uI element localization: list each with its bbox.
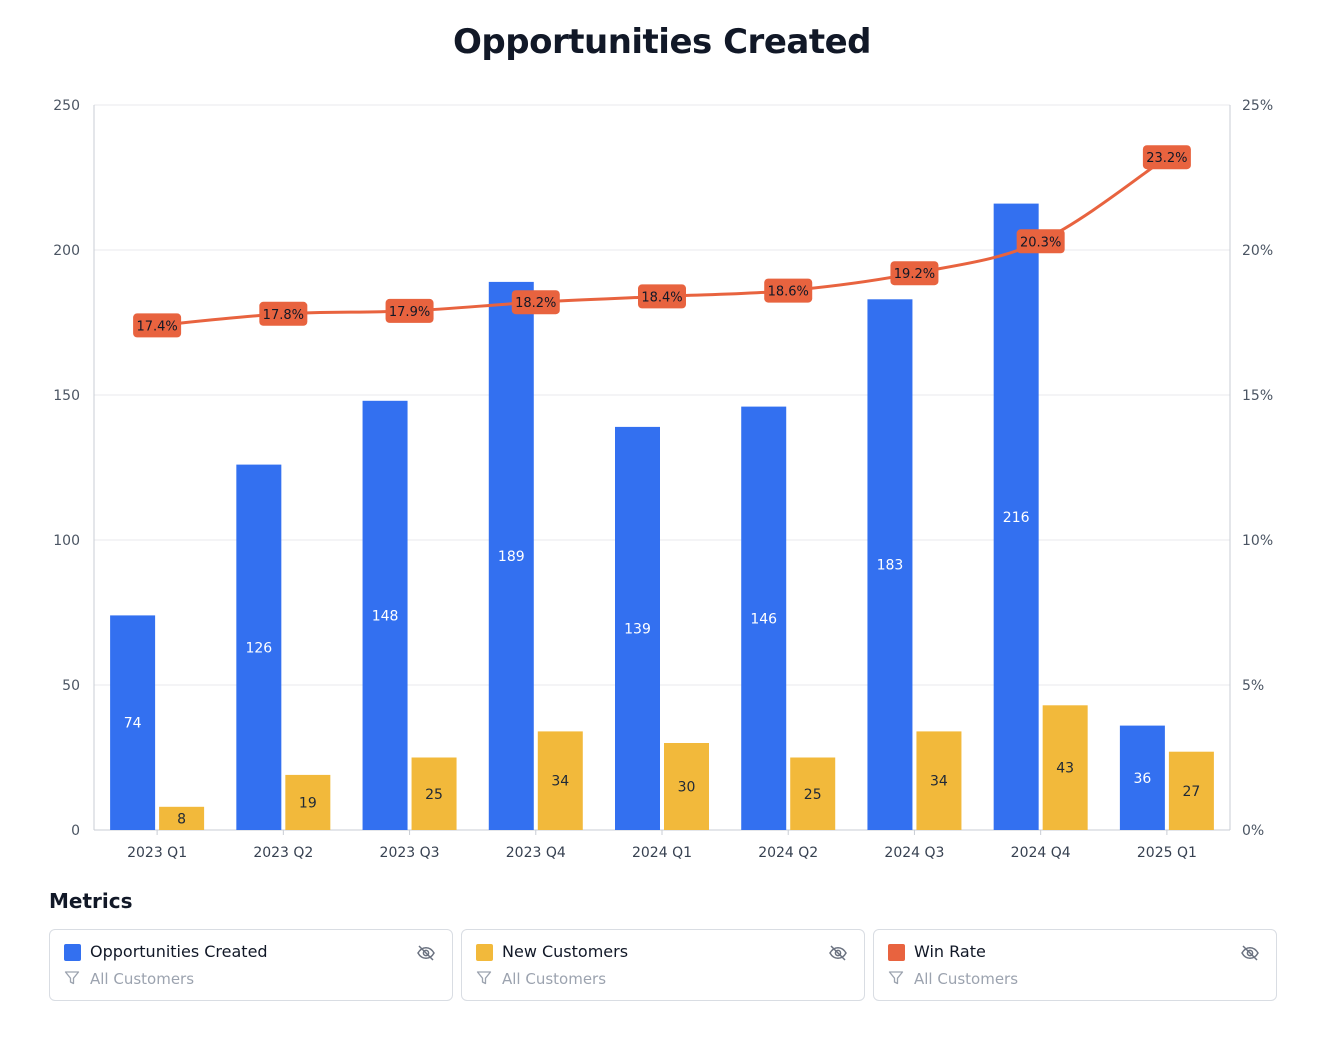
y2-tick-label: 10% [1242,533,1273,549]
bar-opportunities [993,203,1039,831]
win-rate-label-box [1016,229,1065,254]
y2-tick-label: 5% [1242,678,1264,694]
bar-new-customers [790,757,836,830]
bar-label-opportunities: 148 [372,608,399,624]
bar-new-customers [1042,705,1088,830]
y-tick-label: 0 [71,823,80,839]
y-tick-label: 50 [62,678,80,694]
bar-label-opportunities: 36 [1133,771,1151,787]
bar-new-customers [1168,751,1214,830]
x-tick-label: 2024 Q2 [758,845,818,861]
y2-tick-label: 0% [1242,823,1264,839]
filter-icon [64,971,80,985]
win-rate-label-box [385,298,434,323]
x-tick-label: 2023 Q3 [380,845,440,861]
bar-label-opportunities: 126 [245,640,272,656]
filter-icon [888,971,904,985]
bar-opportunities [236,464,282,830]
metric-label: New Customers [502,942,629,961]
metric-card-new-customers[interactable]: New Customers All Customers [461,929,865,1001]
win-rate-label-box [259,301,308,326]
legend-swatch [888,944,905,961]
metric-filter: All Customers [502,970,607,988]
bar-label-opportunities: 74 [124,716,142,732]
x-tick-label: 2023 Q1 [127,845,187,861]
bar-label-opportunities: 183 [877,558,904,574]
filter-icon [476,971,492,985]
bar-new-customers [411,757,457,830]
bar-opportunities [488,281,534,830]
bar-label-opportunities: 146 [750,611,777,627]
bar-new-customers [159,806,205,830]
bar-opportunities [1119,725,1165,830]
win-rate-label-box [890,261,939,286]
bar-new-customers [916,731,962,830]
win-rate-label: 17.8% [263,308,304,323]
bar-label-new-customers: 43 [1056,761,1074,777]
win-rate-label: 17.4% [136,319,177,334]
win-rate-label-box [511,290,560,315]
bar-label-opportunities: 139 [624,621,651,637]
win-rate-label: 18.2% [515,296,556,311]
bar-opportunities [110,615,156,830]
chart-title: Opportunities Created [453,22,871,62]
bar-new-customers [537,731,583,830]
win-rate-label: 18.4% [641,290,682,305]
bar-label-new-customers: 19 [299,795,317,811]
bar-opportunities [615,426,660,830]
win-rate-label-box [1142,145,1191,170]
win-rate-label-box [638,284,686,309]
eye-off-icon[interactable] [1240,943,1260,963]
x-tick-label: 2024 Q4 [1011,845,1071,861]
bar-opportunities [741,406,787,830]
y-tick-label: 250 [53,98,80,114]
x-tick-label: 2024 Q1 [632,845,692,861]
eye-off-icon[interactable] [416,943,436,963]
bar-label-opportunities: 216 [1003,510,1030,526]
bar-label-new-customers: 27 [1182,784,1200,800]
bar-label-new-customers: 34 [551,774,569,790]
metric-label: Opportunities Created [90,942,268,961]
bar-opportunities [362,400,408,830]
metric-card-opportunities[interactable]: Opportunities Created All Customers [49,929,453,1001]
bar-label-new-customers: 8 [177,811,186,827]
metric-filter: All Customers [914,970,1019,988]
y-tick-label: 100 [53,533,80,549]
bar-label-opportunities: 189 [498,549,525,565]
bar-label-new-customers: 25 [425,787,443,803]
win-rate-label: 20.3% [1020,235,1061,250]
win-rate-label: 17.9% [389,305,430,320]
win-rate-label: 18.6% [768,285,809,300]
legend-swatch [64,944,81,961]
bar-label-new-customers: 30 [678,780,696,796]
y2-tick-label: 20% [1242,243,1273,259]
bar-opportunities [867,299,913,830]
combo-chart: 0 0% 50 5% 100 10% 150 15% 200 20% 250 25% 2023 Q1 20… [53,98,1273,861]
y2-tick-label: 15% [1242,388,1273,404]
win-rate-label-box [133,313,182,338]
bar-label-new-customers: 34 [930,774,948,790]
bar-label-new-customers: 25 [804,787,822,803]
bar-new-customers [664,743,709,830]
win-rate-label: 23.2% [1146,151,1187,166]
metrics-cards: Opportunities Created All Customers New … [49,929,1279,1003]
metrics-heading: Metrics [49,889,133,913]
bar-new-customers [285,774,331,830]
eye-off-icon[interactable] [828,943,848,963]
metric-filter: All Customers [90,970,195,988]
x-tick-label: 2023 Q2 [253,845,313,861]
win-rate-label: 19.2% [894,267,935,282]
metric-card-win-rate[interactable]: Win Rate All Customers [873,929,1277,1001]
metric-label: Win Rate [914,942,986,961]
x-tick-label: 2023 Q4 [506,845,566,861]
x-tick-label: 2025 Q1 [1137,845,1197,861]
y2-tick-label: 25% [1242,98,1273,114]
win-rate-label-box [764,278,813,303]
legend-swatch [476,944,493,961]
x-tick-label: 2024 Q3 [884,845,944,861]
y-tick-label: 200 [53,243,80,259]
y-tick-label: 150 [53,388,80,404]
